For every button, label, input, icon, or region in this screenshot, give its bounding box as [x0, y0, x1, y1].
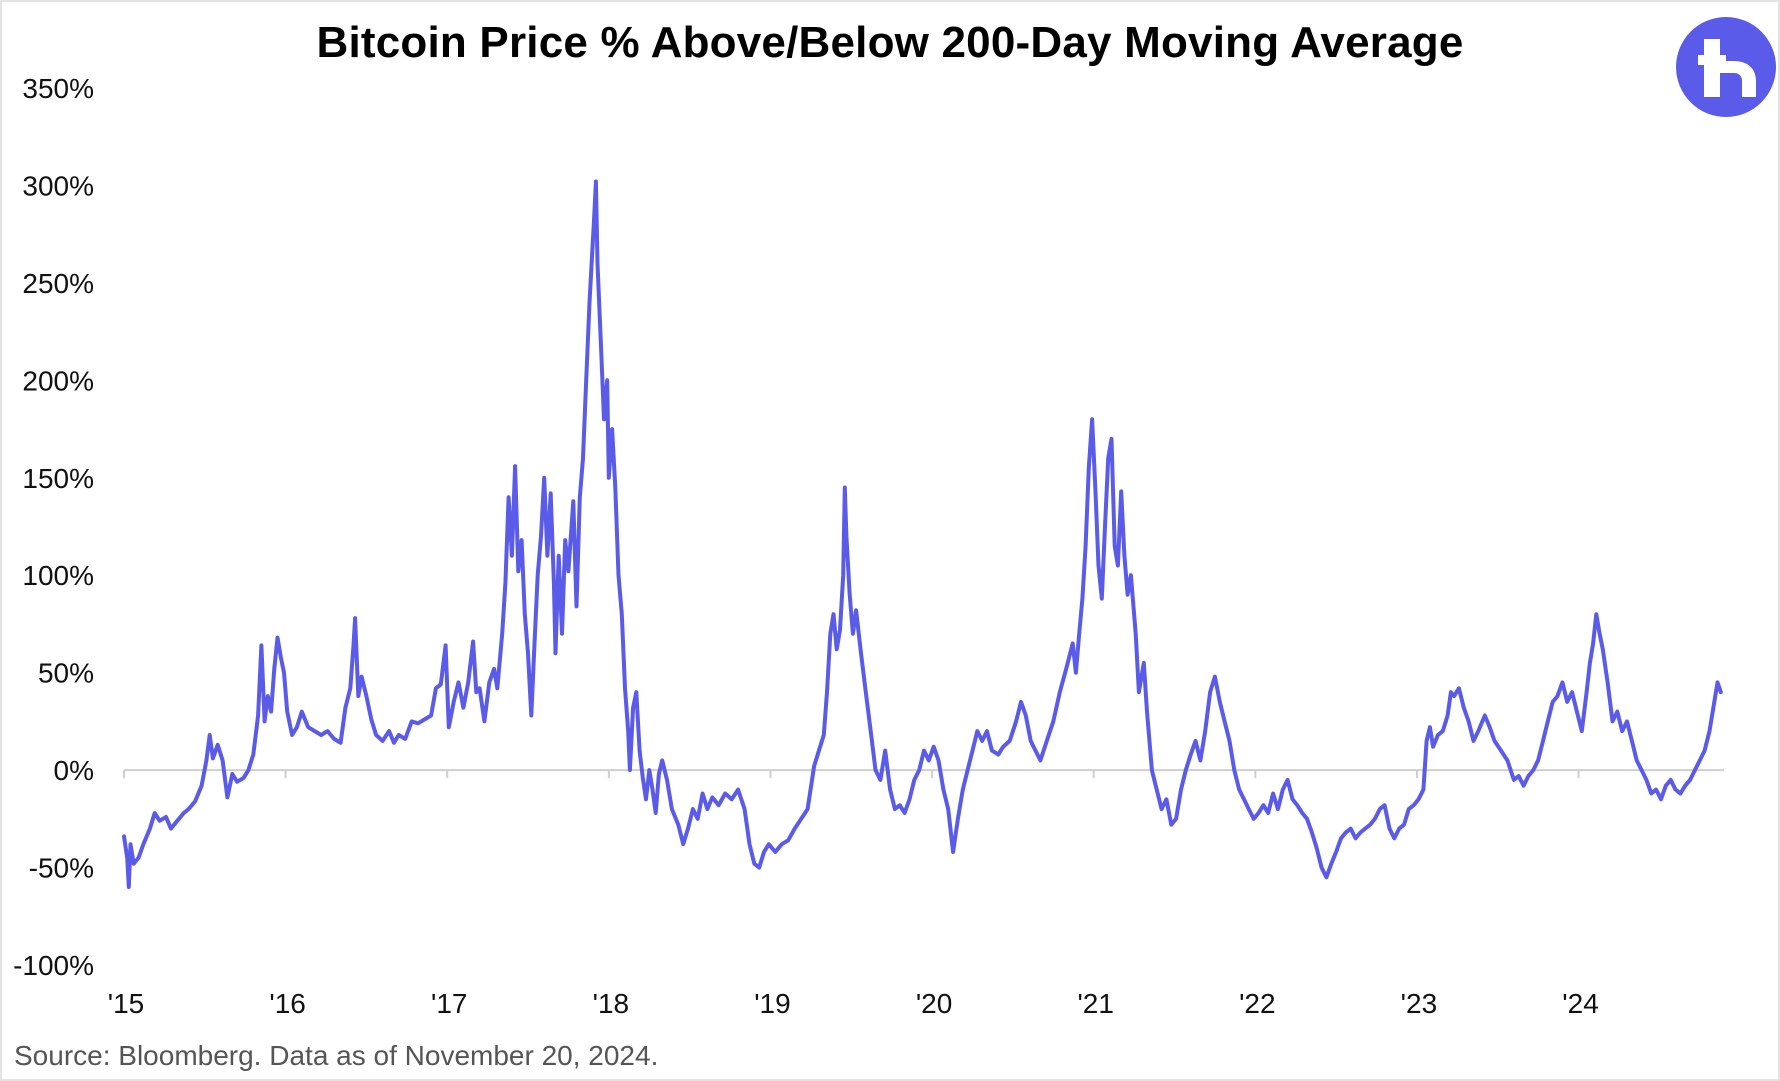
- x-tick-label: '15: [108, 988, 145, 1019]
- y-tick-label: 200%: [22, 365, 94, 396]
- x-tick-label: '17: [431, 988, 468, 1019]
- chart-title: Bitcoin Price % Above/Below 200-Day Movi…: [316, 18, 1464, 67]
- y-tick-label: 100%: [22, 560, 94, 591]
- series-line: [122, 179, 1723, 889]
- y-tick-label: 0%: [54, 755, 94, 786]
- y-tick-label: 150%: [22, 463, 94, 494]
- x-tick-label: '16: [269, 988, 306, 1019]
- x-tick-label: '19: [754, 988, 791, 1019]
- source-note: Source: Bloomberg. Data as of November 2…: [14, 1040, 659, 1071]
- x-tick-label: '18: [593, 988, 630, 1019]
- y-tick-label: 300%: [22, 170, 94, 201]
- x-tick-label: '21: [1077, 988, 1114, 1019]
- y-tick-label: 50%: [38, 658, 94, 689]
- x-tick-label: '20: [916, 988, 953, 1019]
- x-tick-label: '23: [1401, 988, 1438, 1019]
- y-tick-label: -100%: [13, 950, 94, 981]
- x-tick-label: '24: [1562, 988, 1599, 1019]
- x-tick-label: '22: [1239, 988, 1276, 1019]
- robinhood-logo-icon: [1676, 17, 1776, 117]
- y-tick-label: 350%: [22, 73, 94, 104]
- y-tick-label: -50%: [29, 853, 94, 884]
- y-tick-label: 250%: [22, 268, 94, 299]
